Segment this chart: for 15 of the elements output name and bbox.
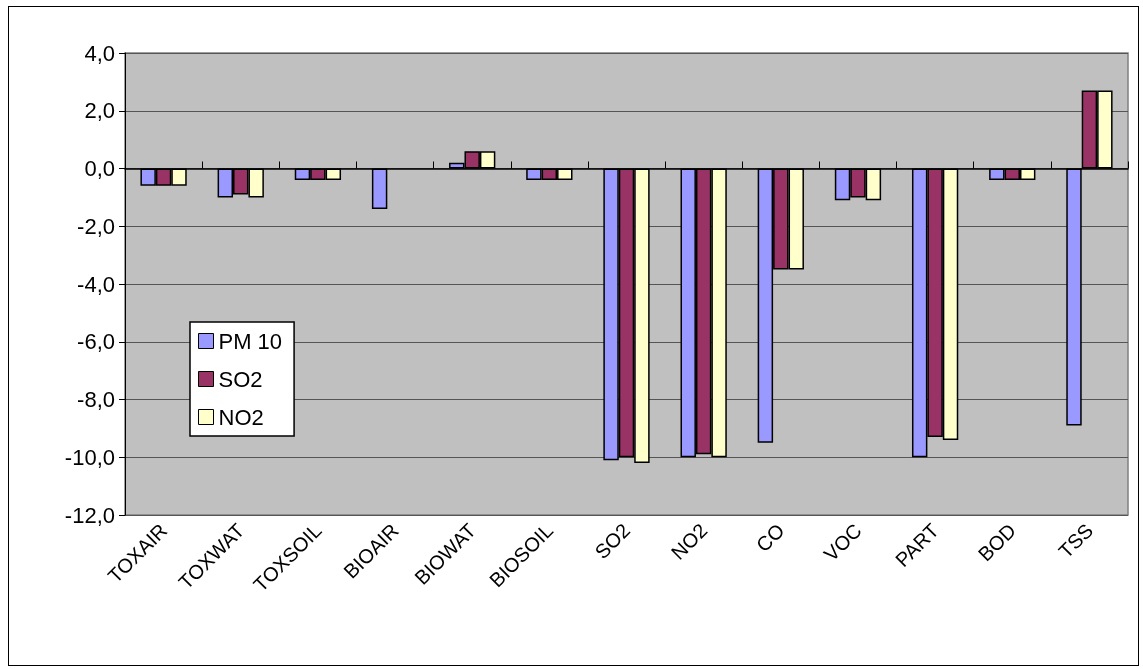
legend-label: PM 10	[218, 328, 283, 354]
legend-label: SO2	[218, 366, 263, 392]
y-tick-label: 4,0	[84, 40, 115, 66]
y-tick-label: 2,0	[84, 98, 115, 124]
y-tick-label: -6,0	[77, 329, 115, 355]
y-tick-label: -8,0	[77, 387, 115, 412]
y-tick-label: -10,0	[64, 444, 115, 470]
legend-label: NO2	[218, 404, 264, 430]
x-tick-label: TSS	[1054, 519, 1098, 563]
y-tick-label: -2,0	[77, 213, 115, 239]
y-tick-label: -4,0	[77, 271, 115, 297]
y-tick-label: -12,0	[64, 502, 115, 528]
x-tick-label: CO	[751, 519, 789, 556]
y-tick-label: 0,0	[84, 156, 115, 181]
x-tick-label: SO2	[590, 519, 635, 564]
